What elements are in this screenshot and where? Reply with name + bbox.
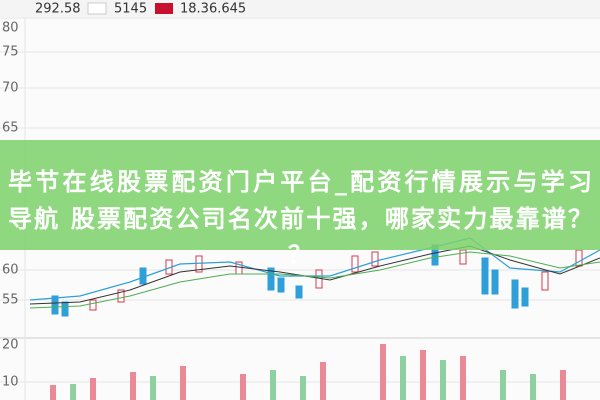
- axis-label: 80: [2, 21, 19, 36]
- axis-label: 55: [2, 293, 19, 308]
- header-price: 292.58: [35, 2, 81, 17]
- candles: [29, 237, 600, 317]
- y-axis: 80 75 70 65 60 55 20 10: [2, 21, 19, 390]
- axis-label: 10: [2, 375, 19, 390]
- banner-line: ？: [288, 241, 312, 269]
- axis-label: 65: [2, 121, 19, 136]
- header-bar: [0, 0, 600, 17]
- legend-swatch: [155, 3, 173, 14]
- banner-line: 毕节在线股票配资门户平台_配资行情展示与学习: [8, 168, 592, 196]
- volume-bars: [50, 344, 566, 400]
- header-volume: 5145: [114, 2, 147, 17]
- axis-label: 75: [2, 45, 19, 60]
- axis-label: 20: [2, 338, 19, 353]
- legend-swatch: [87, 2, 107, 15]
- axis-label: 70: [2, 81, 19, 96]
- header-change: 18.36.645: [180, 2, 246, 17]
- banner-line: 导航 股票配资公司名次前十强，哪家实力最靠谱？: [8, 205, 592, 233]
- axis-label: 60: [2, 263, 19, 278]
- banner: [0, 140, 600, 250]
